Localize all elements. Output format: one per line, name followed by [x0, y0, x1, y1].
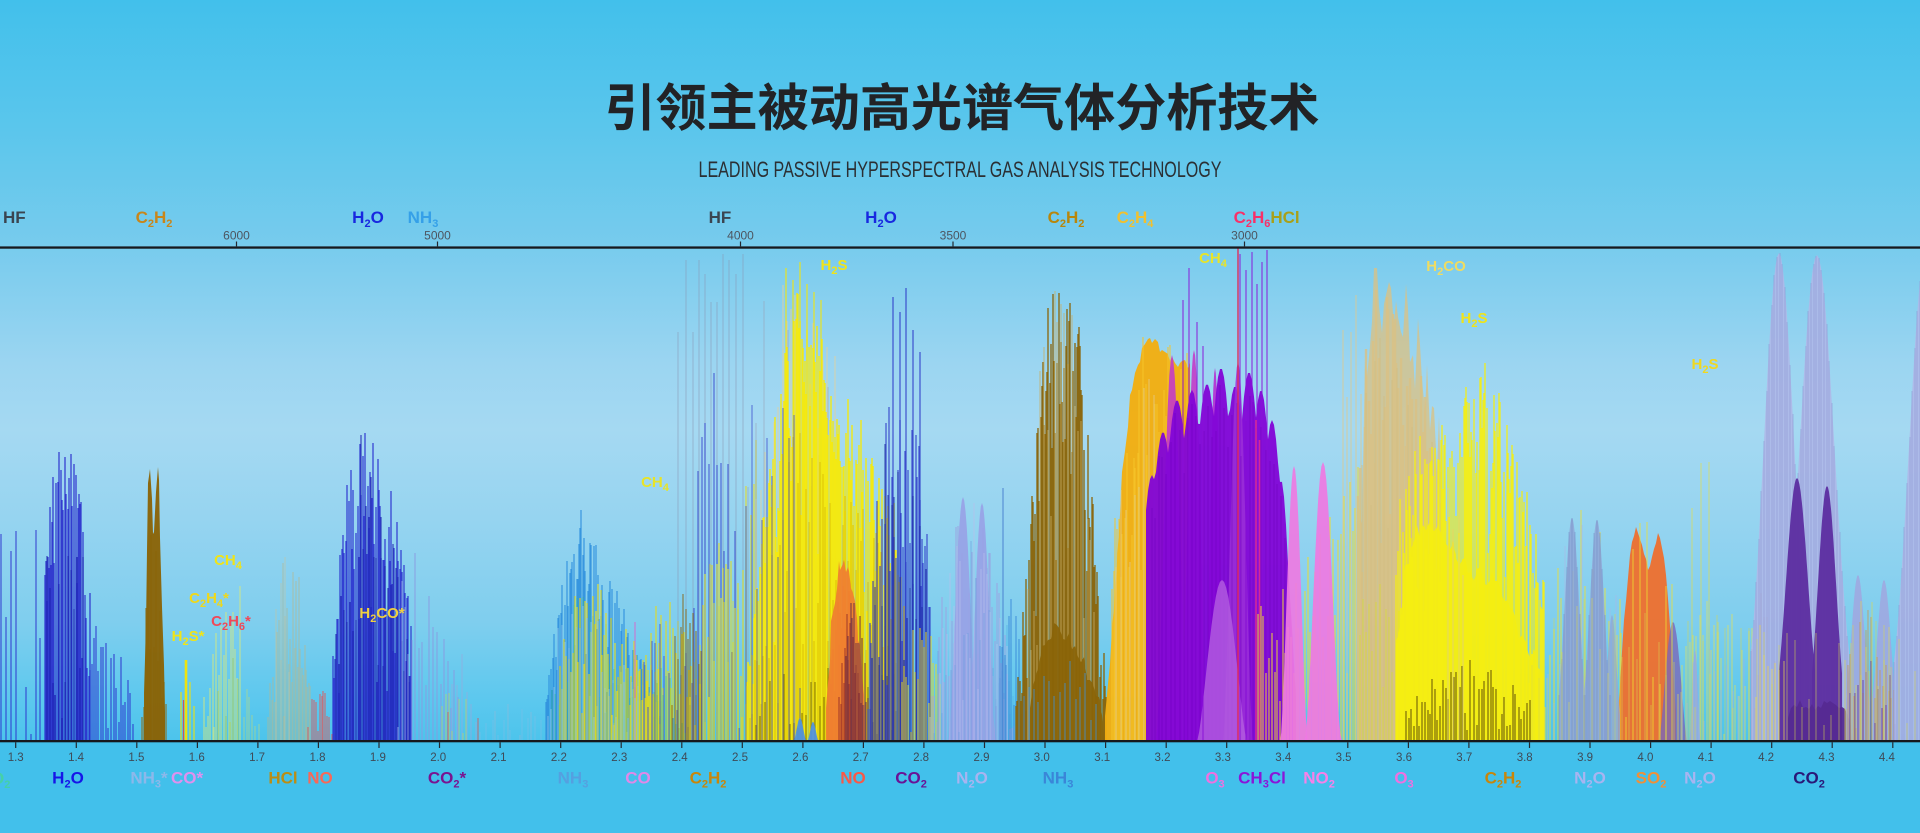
svg-text:4.4: 4.4: [1879, 752, 1896, 764]
svg-text:3.8: 3.8: [1517, 752, 1533, 764]
svg-text:NO: NO: [840, 769, 866, 788]
svg-text:LEADING PASSIVE HYPERSPECTRAL: LEADING PASSIVE HYPERSPECTRAL GAS ANALYS…: [699, 157, 1222, 182]
svg-text:2.5: 2.5: [732, 752, 748, 764]
svg-text:1.8: 1.8: [310, 752, 326, 764]
svg-text:2.3: 2.3: [611, 752, 627, 764]
svg-text:H2​O: H2​O: [352, 208, 384, 230]
svg-text:5000: 5000: [424, 229, 451, 243]
svg-text:1.7: 1.7: [249, 752, 265, 764]
svg-text:HCl: HCl: [1270, 208, 1299, 227]
svg-text:NH3​*: NH3​*: [130, 769, 168, 791]
svg-text:3.3: 3.3: [1215, 752, 1231, 764]
svg-text:H2​CO: H2​CO: [1426, 258, 1466, 278]
svg-text:H2​S: H2​S: [1461, 310, 1488, 330]
svg-text:2.1: 2.1: [491, 752, 507, 764]
svg-text:2.9: 2.9: [974, 752, 990, 764]
svg-text:4000: 4000: [727, 229, 754, 243]
svg-text:C2​H2​: C2​H2​: [136, 208, 173, 230]
svg-text:4.1: 4.1: [1698, 752, 1714, 764]
svg-text:NH3​: NH3​: [558, 769, 589, 791]
svg-text:CO*: CO*: [171, 769, 204, 788]
svg-text:CO2​*: CO2​*: [428, 769, 467, 791]
svg-text:2.2: 2.2: [551, 752, 567, 764]
svg-text:2.8: 2.8: [913, 752, 929, 764]
svg-text:HCl: HCl: [268, 769, 297, 788]
svg-text:N2​O: N2​O: [1684, 769, 1716, 791]
svg-text:NH3​: NH3​: [408, 208, 439, 230]
svg-text:H2​O: H2​O: [865, 208, 897, 230]
svg-text:C2​H2​: C2​H2​: [690, 769, 727, 791]
svg-text:1.9: 1.9: [370, 752, 386, 764]
svg-text:O2: O2: [0, 769, 10, 791]
svg-text:H2​S*: H2​S*: [172, 628, 205, 648]
svg-text:4.3: 4.3: [1819, 752, 1835, 764]
svg-text:CO2​: CO2​: [1793, 769, 1825, 791]
svg-text:1.6: 1.6: [189, 752, 205, 764]
svg-text:NO: NO: [307, 769, 333, 788]
svg-text:4.0: 4.0: [1637, 752, 1653, 764]
svg-text:SO2​: SO2​: [1636, 769, 1667, 791]
svg-text:3.7: 3.7: [1456, 752, 1472, 764]
svg-text:CO2​: CO2​: [895, 769, 927, 791]
svg-text:H2​S: H2​S: [1692, 356, 1719, 376]
svg-text:1.5: 1.5: [128, 752, 144, 764]
svg-text:3500: 3500: [940, 229, 967, 243]
svg-text:3000: 3000: [1231, 229, 1258, 243]
svg-text:3.1: 3.1: [1094, 752, 1110, 764]
svg-text:4.2: 4.2: [1758, 752, 1774, 764]
svg-text:C2​H4​: C2​H4​: [1117, 208, 1155, 230]
svg-text:N2​O: N2​O: [1574, 769, 1606, 791]
svg-text:CO: CO: [625, 769, 651, 788]
svg-text:C2​H2​: C2​H2​: [1048, 208, 1085, 230]
svg-text:H2​O: H2​O: [52, 769, 84, 791]
svg-text:2.4: 2.4: [672, 752, 689, 764]
svg-text:HF: HF: [709, 208, 732, 227]
svg-text:1.4: 1.4: [68, 752, 85, 764]
svg-text:N2​O: N2​O: [956, 769, 988, 791]
svg-text:CH4​: CH4​: [214, 552, 243, 572]
svg-text:2.0: 2.0: [430, 752, 446, 764]
svg-text:3.2: 3.2: [1155, 752, 1171, 764]
svg-text:C2​H6​: C2​H6​: [1234, 208, 1271, 230]
svg-text:CH4​: CH4​: [641, 474, 670, 494]
svg-text:H2​S: H2​S: [821, 257, 848, 277]
svg-text:1.3: 1.3: [8, 752, 24, 764]
svg-text:2.6: 2.6: [792, 752, 808, 764]
svg-text:NH3​: NH3​: [1043, 769, 1074, 791]
svg-text:NO2​: NO2​: [1303, 769, 1335, 791]
svg-text:HF: HF: [3, 208, 26, 227]
svg-text:CH3​Cl: CH3​Cl: [1238, 769, 1286, 791]
svg-text:C2​H2​: C2​H2​: [1485, 769, 1522, 791]
svg-text:6000: 6000: [223, 229, 250, 243]
svg-text:3.0: 3.0: [1034, 752, 1050, 764]
svg-text:3.9: 3.9: [1577, 752, 1593, 764]
svg-text:3.4: 3.4: [1275, 752, 1292, 764]
svg-text:CH4​: CH4​: [1199, 250, 1228, 270]
svg-text:3.5: 3.5: [1336, 752, 1352, 764]
svg-text:2.7: 2.7: [853, 752, 869, 764]
svg-text:3.6: 3.6: [1396, 752, 1412, 764]
